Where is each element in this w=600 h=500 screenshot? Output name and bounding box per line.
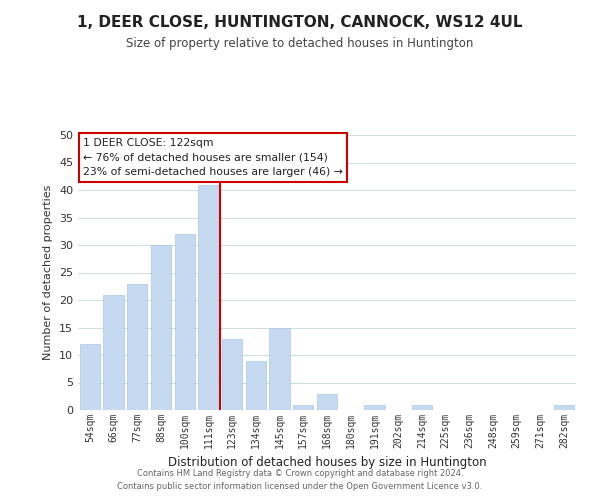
- Bar: [199, 184, 218, 410]
- Text: Contains HM Land Registry data © Crown copyright and database right 2024.: Contains HM Land Registry data © Crown c…: [137, 468, 463, 477]
- Bar: [246, 360, 266, 410]
- Bar: [151, 245, 171, 410]
- Bar: [127, 284, 148, 410]
- Text: Size of property relative to detached houses in Huntington: Size of property relative to detached ho…: [127, 38, 473, 51]
- Text: 1 DEER CLOSE: 122sqm
← 76% of detached houses are smaller (154)
23% of semi-deta: 1 DEER CLOSE: 122sqm ← 76% of detached h…: [83, 138, 343, 177]
- Bar: [80, 344, 100, 410]
- Bar: [554, 404, 574, 410]
- Text: 1, DEER CLOSE, HUNTINGTON, CANNOCK, WS12 4UL: 1, DEER CLOSE, HUNTINGTON, CANNOCK, WS12…: [77, 15, 523, 30]
- Text: Contains public sector information licensed under the Open Government Licence v3: Contains public sector information licen…: [118, 482, 482, 491]
- Bar: [317, 394, 337, 410]
- Bar: [293, 404, 313, 410]
- Y-axis label: Number of detached properties: Number of detached properties: [43, 185, 53, 360]
- Bar: [412, 404, 432, 410]
- Bar: [269, 328, 290, 410]
- X-axis label: Distribution of detached houses by size in Huntington: Distribution of detached houses by size …: [167, 456, 487, 469]
- Bar: [222, 338, 242, 410]
- Bar: [364, 404, 385, 410]
- Bar: [103, 294, 124, 410]
- Bar: [175, 234, 195, 410]
